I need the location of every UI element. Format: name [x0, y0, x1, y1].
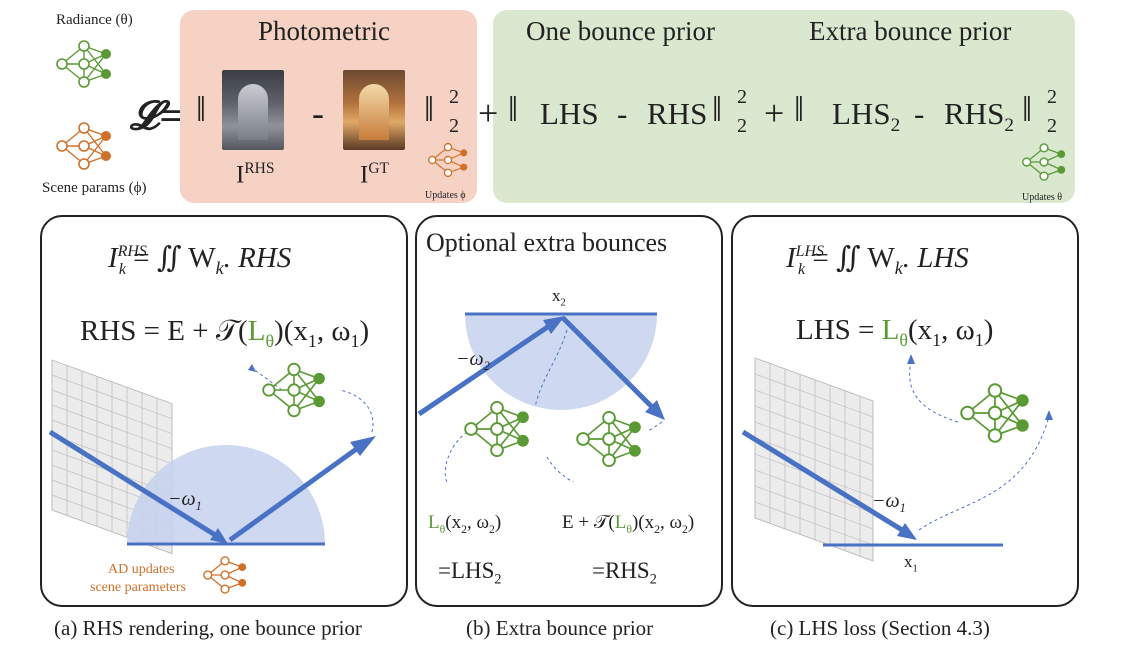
updates-theta-network-icon — [1022, 143, 1066, 181]
panel-a-rhs-equation: RHS = E + 𝒯(Lθ)(x1, ω1) — [80, 315, 370, 351]
sensor-grid — [754, 357, 874, 562]
plus-2: + — [764, 93, 785, 133]
panel-c-x1-label: x1 — [904, 552, 918, 575]
panel-b — [415, 215, 723, 607]
panel-a-caption: (a) RHS rendering, one bounce prior — [54, 616, 362, 640]
panel-b-right-expression: E + 𝒯(Lθ)(x2, ω2) — [562, 512, 695, 536]
minus-2: - — [617, 96, 628, 131]
panel-a-scene-network-icon — [203, 556, 247, 594]
updates-phi-network-icon — [428, 142, 468, 178]
ad-updates-label-2: scene parameters — [90, 580, 186, 595]
norm-sup-2: 2 — [737, 86, 747, 108]
updates-theta-label: Updates θ — [1022, 192, 1063, 203]
panel-c-radiance-network-icon — [960, 383, 1029, 443]
panel-c-integral-equation: ILHSk = ∬ Wk. LHS — [786, 242, 969, 278]
lhs-term: LHS — [540, 96, 599, 131]
norm-close-1: ‖ — [424, 89, 435, 129]
panel-b-lhs2-label: =LHS2 — [438, 558, 502, 588]
one-bounce-title: One bounce prior — [526, 16, 715, 46]
panel-b-caption: (b) Extra bounce prior — [466, 616, 654, 640]
panel-b-rhs2-label: =RHS2 — [592, 558, 657, 588]
norm-open-1: ‖ — [196, 89, 207, 129]
panel-a-omega-label: −ω1 — [168, 488, 202, 513]
panel-a-integral-equation: IRHSk = ∬ Wk. RHS — [108, 242, 292, 278]
norm-sub-3: 2 — [1047, 115, 1057, 137]
panel-b-bounce-illustration — [417, 312, 665, 482]
norm-close-3: ‖ — [1022, 89, 1033, 129]
panel-c-omega-label: −ω1 — [872, 490, 906, 515]
rendered-image-thumbnail — [222, 70, 284, 150]
radiance-network-icon — [56, 40, 111, 88]
extra-bounce-title: Extra bounce prior — [809, 16, 1012, 46]
ground-truth-image-thumbnail — [343, 70, 405, 150]
norm-sup-3: 2 — [1047, 86, 1057, 108]
image-gt-label: IGT — [360, 160, 389, 189]
panel-b-x2-label: x2 — [552, 286, 566, 309]
norm-open-3: ‖ — [794, 89, 805, 129]
panel-a-radiance-network-icon — [262, 362, 325, 418]
radiance-label: Radiance (θ) — [56, 12, 133, 28]
panel-c-caption: (c) LHS loss (Section 4.3) — [770, 616, 990, 640]
scene-network-icon — [56, 122, 111, 170]
rhs-term: RHS — [647, 96, 708, 131]
image-rhs-label: IRHS — [236, 160, 275, 189]
norm-sub-2: 2 — [737, 115, 747, 137]
plus-1: + — [478, 93, 499, 133]
lhs2-term: LHS2 — [832, 96, 901, 137]
panel-b-right-network-icon — [576, 410, 641, 468]
rhs2-term: RHS2 — [944, 96, 1014, 137]
panel-c-lhs-equation: LHS = Lθ(x1, ω1) — [796, 314, 994, 350]
norm-sup-1: 2 — [449, 86, 459, 108]
prior-box — [493, 10, 1075, 203]
updates-phi-label: Updates ϕ — [425, 190, 466, 201]
photometric-minus: - — [312, 93, 324, 133]
norm-sub-1: 2 — [449, 115, 459, 137]
panel-b-left-network-icon — [464, 400, 529, 458]
panel-b-title: Optional extra bounces — [426, 228, 668, 257]
scene-params-label: Scene params (ϕ) — [42, 180, 147, 196]
photometric-title: Photometric — [258, 16, 390, 46]
norm-close-2: ‖ — [712, 89, 723, 129]
panel-b-left-expression: Lθ(x2, ω2) — [428, 512, 502, 536]
panel-a-scene-illustration — [48, 359, 376, 555]
panel-b-omega-label: −ω2 — [456, 348, 490, 373]
norm-open-2: ‖ — [508, 89, 519, 129]
ad-updates-label-1: AD updates — [108, 562, 175, 577]
loss-symbol: 𝓛= — [130, 93, 182, 138]
minus-3: - — [914, 96, 925, 131]
panel-c-scene-illustration — [741, 354, 1053, 562]
